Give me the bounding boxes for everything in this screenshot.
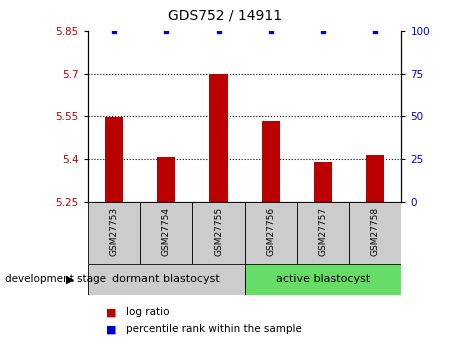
Text: GSM27758: GSM27758 [371, 207, 380, 256]
Bar [157, 157, 175, 202]
Text: development stage: development stage [5, 275, 106, 284]
Text: percentile rank within the sample: percentile rank within the sample [126, 325, 302, 334]
Text: ▶: ▶ [66, 275, 74, 284]
Text: GSM27756: GSM27756 [266, 207, 275, 256]
Bar [297, 202, 349, 264]
Bar [366, 155, 384, 202]
Text: GSM27754: GSM27754 [162, 207, 171, 256]
Bar [88, 202, 140, 264]
Text: ■: ■ [106, 307, 116, 317]
Text: log ratio: log ratio [126, 307, 170, 317]
Text: GSM27755: GSM27755 [214, 207, 223, 256]
Text: GSM27753: GSM27753 [110, 207, 119, 256]
Bar [209, 74, 228, 202]
Text: ■: ■ [106, 325, 116, 334]
Bar [314, 162, 332, 202]
Bar [88, 264, 244, 295]
Text: active blastocyst: active blastocyst [276, 275, 370, 284]
Text: dormant blastocyst: dormant blastocyst [112, 275, 220, 284]
Bar [262, 121, 280, 202]
Bar [105, 117, 123, 202]
Text: GDS752 / 14911: GDS752 / 14911 [168, 9, 283, 23]
Bar [244, 264, 401, 295]
Bar [193, 202, 244, 264]
Bar [244, 202, 297, 264]
Text: GSM27757: GSM27757 [318, 207, 327, 256]
Bar [349, 202, 401, 264]
Bar [140, 202, 193, 264]
